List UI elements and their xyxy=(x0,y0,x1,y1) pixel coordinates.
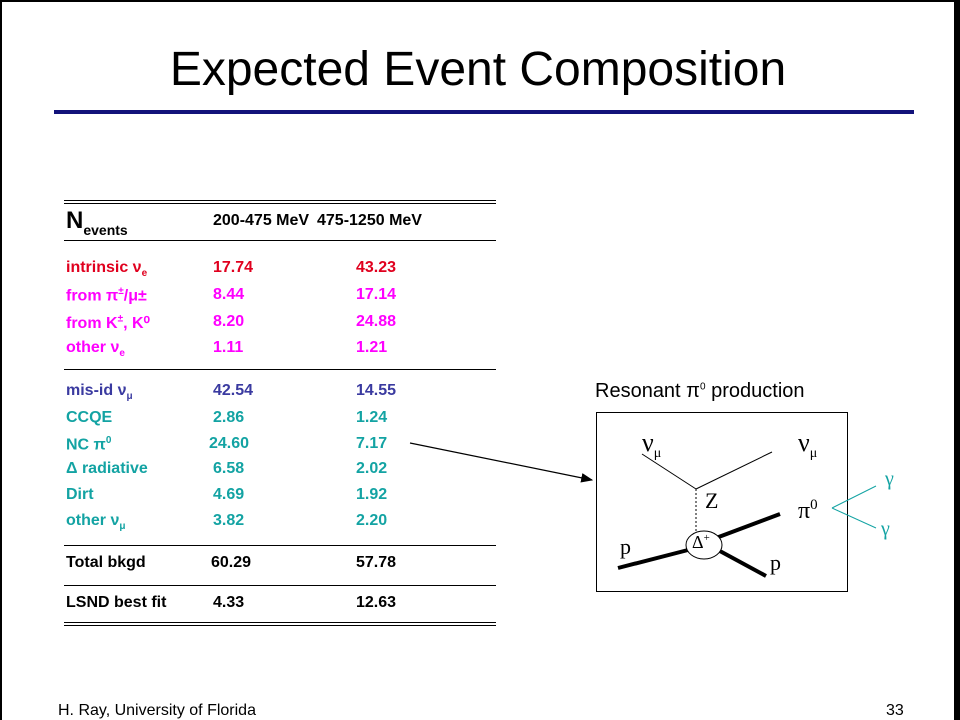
table-top-rule xyxy=(64,200,496,204)
header-col1: 200-475 MeV xyxy=(213,212,310,229)
footer-author: H. Ray, University of Florida xyxy=(58,702,256,719)
footer-page-number: 33 xyxy=(886,702,904,719)
diagram-title-text: Resonant π xyxy=(595,380,700,402)
row-value-col2: 1.24 xyxy=(356,409,388,426)
row-value-col2: 43.23 xyxy=(356,259,397,276)
row-value-col1: 6.58 xyxy=(213,460,245,477)
row-label: Dirt xyxy=(66,486,94,503)
row-label: NC π0 xyxy=(66,435,112,454)
row-value-col2: 12.63 xyxy=(356,594,397,611)
label-proton-in: p xyxy=(620,534,631,559)
label-delta: Δ+ xyxy=(692,532,710,552)
delta-vertex xyxy=(685,530,723,560)
gamma-line-1 xyxy=(831,485,877,509)
table-bottom-rule xyxy=(64,622,496,626)
gamma-line-2 xyxy=(831,507,877,529)
nu-out-line xyxy=(695,451,773,490)
row-value-col1: 60.29 xyxy=(211,554,252,571)
row-value-col2: 1.21 xyxy=(356,339,388,356)
pion-line xyxy=(715,512,781,540)
row-label: from π±/μ± xyxy=(66,286,147,305)
row-value-col1: 42.54 xyxy=(213,382,254,399)
nu-in-line xyxy=(641,453,697,490)
row-value-col1: 8.20 xyxy=(213,313,245,330)
diagram-title: Resonant π0 production xyxy=(595,380,805,403)
row-value-col1: 24.60 xyxy=(209,435,250,452)
row-label: Δ radiative xyxy=(66,460,148,477)
row-value-col2: 7.17 xyxy=(356,435,388,452)
row-value-col1: 17.74 xyxy=(213,259,254,276)
table-group-rule-1 xyxy=(64,369,496,370)
row-value-col1: 2.86 xyxy=(213,409,245,426)
row-value-col1: 4.33 xyxy=(213,594,245,611)
row-value-col2: 2.20 xyxy=(356,512,388,529)
label-gamma-1: γ xyxy=(885,468,894,490)
diagram-title-sup: 0 xyxy=(699,381,706,393)
row-label: CCQE xyxy=(66,409,113,426)
row-label: from K±, K⁰ xyxy=(66,313,150,332)
table-group-rule-2 xyxy=(64,545,496,546)
header-n-sub: events xyxy=(83,222,128,238)
label-gamma-2: γ xyxy=(881,518,890,540)
slide-title: Expected Event Composition xyxy=(169,43,787,96)
row-value-col2: 57.78 xyxy=(356,554,397,571)
row-label: Total bkgd xyxy=(66,554,146,571)
row-value-col1: 4.69 xyxy=(213,486,245,503)
table-header: Nevents 200-475 MeV 475-1250 MeV xyxy=(66,207,422,238)
header-n: N xyxy=(66,207,84,234)
row-value-col2: 14.55 xyxy=(356,382,397,399)
label-nu-out: νμ xyxy=(798,428,818,462)
row-value-col1: 3.82 xyxy=(213,512,245,529)
table-header-rule xyxy=(64,240,496,241)
row-label: intrinsic νe xyxy=(66,259,148,280)
row-value-col2: 24.88 xyxy=(356,313,397,330)
row-value-col1: 1.11 xyxy=(213,339,244,356)
row-label: mis-id νμ xyxy=(66,382,133,403)
label-proton-out: p xyxy=(770,550,781,575)
table-group-rule-3 xyxy=(64,585,496,586)
proton-out-line xyxy=(717,548,767,578)
label-z-boson: Z xyxy=(705,488,719,513)
row-label: LSND best fit xyxy=(66,594,167,611)
diagram-title-tail: production xyxy=(705,380,805,402)
row-value-col2: 2.02 xyxy=(356,460,388,477)
label-nu-in: νμ xyxy=(642,428,662,462)
row-label: other νe xyxy=(66,339,125,360)
row-label: other νμ xyxy=(66,512,126,533)
row-value-col2: 1.92 xyxy=(356,486,388,503)
feynman-diagram-box xyxy=(596,412,848,592)
proton-in-line xyxy=(617,548,689,570)
row-value-col2: 17.14 xyxy=(356,286,397,303)
row-value-col1: 8.44 xyxy=(213,286,245,303)
label-pion: π0 xyxy=(798,497,818,524)
header-col2: 475-1250 MeV xyxy=(317,212,422,229)
title-underline xyxy=(54,110,914,114)
